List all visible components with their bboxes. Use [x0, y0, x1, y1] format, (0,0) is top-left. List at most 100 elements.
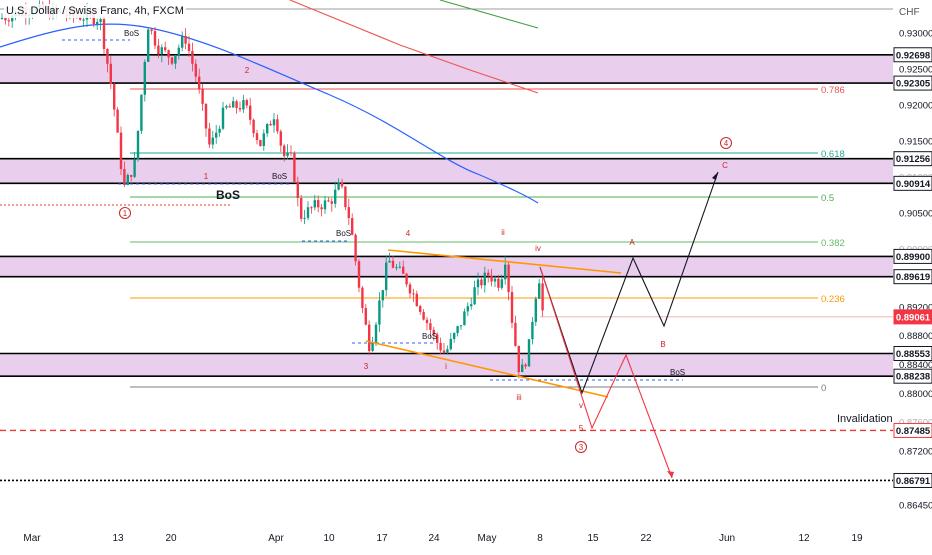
candle-body — [153, 31, 157, 46]
y-tick-label: 0.91500 — [899, 137, 932, 148]
candle-body — [351, 218, 354, 235]
price-label-box — [893, 151, 932, 167]
x-tick-label: 12 — [798, 533, 810, 544]
candle-body — [228, 106, 231, 108]
candle-body — [133, 159, 136, 177]
candle-body — [194, 63, 197, 77]
price-label-box — [893, 422, 932, 438]
price-label-box — [893, 47, 932, 63]
candle-body — [337, 182, 340, 190]
candle-body — [143, 61, 146, 95]
candle-body — [82, 19, 85, 21]
candle-body — [395, 267, 398, 269]
candle-body — [449, 338, 452, 350]
candle-body — [242, 100, 245, 110]
price-label: 0.88238 — [896, 372, 930, 383]
candle-body — [354, 234, 357, 262]
candle-body — [320, 207, 323, 210]
candle-body — [170, 57, 174, 64]
candle-body — [7, 20, 10, 22]
candle-body — [402, 266, 405, 274]
candle-body — [208, 128, 211, 145]
bos-label: BoS — [124, 29, 139, 38]
x-tick-label: 22 — [640, 533, 652, 544]
candle-body — [429, 323, 432, 330]
candle-body — [225, 106, 228, 108]
candle-body — [432, 329, 435, 335]
wave-label: 3 — [364, 362, 369, 371]
moving-average-line — [0, 23, 539, 204]
supply-demand-zone — [0, 54, 893, 84]
price-label-box — [893, 472, 932, 488]
price-label: 0.88553 — [896, 349, 930, 360]
y-tick-label: 0.92500 — [899, 65, 932, 76]
candle-body — [493, 278, 497, 282]
candle-body — [504, 264, 507, 280]
candle-body — [106, 49, 109, 64]
x-tick-label: 13 — [112, 533, 124, 544]
candle-body — [456, 326, 459, 334]
price-label: 0.91256 — [896, 154, 930, 165]
projection-path-bullish — [539, 171, 719, 395]
candle-body — [286, 152, 289, 157]
candle-body — [289, 152, 293, 154]
candle-body — [204, 103, 208, 129]
candle-body — [317, 200, 320, 208]
candle-body — [221, 107, 225, 129]
fib-level-label: 0 — [821, 383, 826, 394]
candle-body — [181, 35, 184, 48]
wave-label: ii — [501, 228, 505, 237]
price-label-box — [893, 75, 932, 91]
x-tick-label: May — [478, 533, 497, 544]
candle-body — [466, 306, 469, 312]
candle-body — [357, 261, 361, 288]
bos-label: BoS — [216, 188, 240, 202]
bos-label: BoS — [670, 368, 685, 377]
candle-body — [490, 275, 493, 282]
candle-body — [476, 279, 480, 288]
candle-body — [198, 76, 201, 89]
candle-body — [99, 19, 102, 22]
candle-body — [266, 123, 269, 134]
y-tick-label: 0.86450 — [899, 501, 932, 512]
candle-body — [313, 200, 316, 208]
candle-body — [334, 189, 337, 204]
candle-body — [269, 123, 272, 126]
candle-body — [255, 133, 259, 141]
x-tick-label: 24 — [428, 533, 440, 544]
candle-body — [538, 283, 541, 299]
candle-body — [160, 47, 163, 55]
candle-body — [330, 201, 333, 204]
wave-label: i — [445, 362, 447, 371]
bos-label: BoS — [422, 332, 437, 341]
candle-body — [459, 325, 463, 327]
candle-body — [497, 278, 500, 288]
candle-body — [453, 333, 456, 339]
candle-body — [391, 260, 395, 268]
projection-arrowhead — [667, 471, 674, 478]
wave-label: iv — [535, 244, 541, 253]
candle-body — [442, 350, 446, 353]
price-label-box — [893, 248, 932, 264]
x-tick-label: 19 — [851, 533, 863, 544]
candle-body — [368, 324, 371, 351]
y-tick-label: 0.93000 — [899, 29, 932, 40]
x-tick-label: Jun — [719, 533, 735, 544]
candle-body — [245, 100, 248, 106]
x-tick-label: 8 — [537, 533, 543, 544]
candle-body — [211, 137, 214, 145]
candle-body — [422, 311, 425, 320]
price-label: 0.92305 — [896, 79, 931, 90]
candle-body — [262, 133, 265, 147]
candle-body — [408, 284, 412, 294]
candle-body — [283, 145, 286, 157]
candle-body — [293, 152, 296, 182]
wave-label: A — [629, 238, 635, 247]
price-label: 0.89619 — [896, 272, 930, 283]
fib-level-label: 0.786 — [821, 85, 845, 96]
candle-body — [527, 339, 531, 367]
candle-body — [524, 364, 527, 367]
candle-body — [340, 182, 344, 187]
candle-body — [238, 108, 242, 110]
